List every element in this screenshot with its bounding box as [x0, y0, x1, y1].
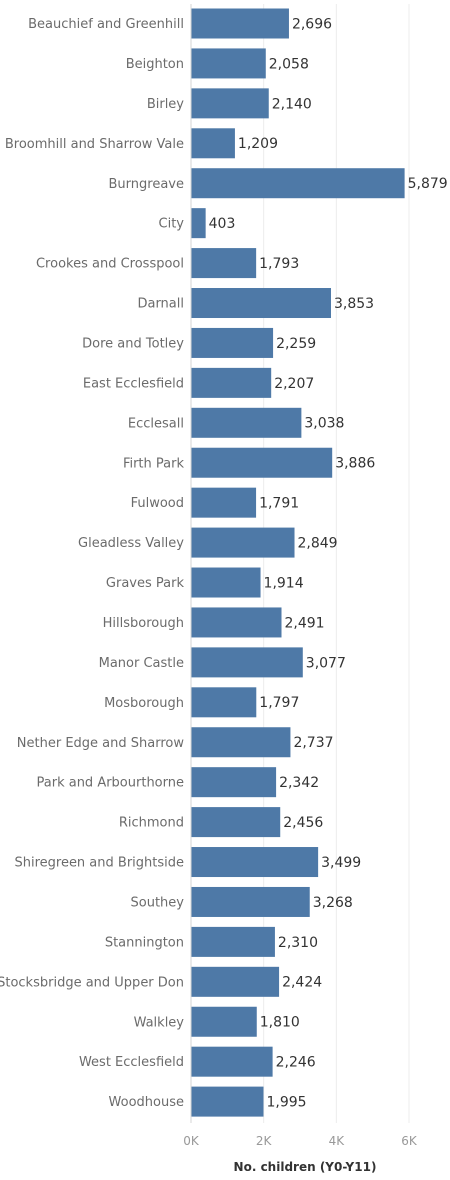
category-label: Birley [147, 97, 184, 112]
category-label: Mosborough [104, 696, 184, 711]
bar[interactable] [191, 687, 257, 718]
bar[interactable] [191, 527, 295, 558]
bar[interactable] [191, 886, 310, 917]
value-label: 1,810 [260, 1015, 300, 1031]
category-label: Darnall [137, 297, 184, 312]
bar[interactable] [191, 288, 331, 319]
category-label: Walkley [134, 1015, 185, 1030]
bar[interactable] [191, 48, 266, 79]
value-label: 3,077 [306, 655, 346, 671]
bar[interactable] [191, 327, 274, 358]
bar[interactable] [191, 367, 272, 398]
category-label: Park and Arbourthorne [37, 776, 185, 791]
bar[interactable] [191, 487, 257, 518]
category-label: Fulwood [131, 496, 184, 511]
category-label: Gleadless Valley [78, 536, 184, 551]
value-label: 2,696 [292, 16, 332, 32]
value-label: 2,342 [279, 775, 319, 791]
x-tick-label: 4K [329, 1134, 346, 1148]
category-labels: Beauchief and Greenhill Beighton Birley Bro… [0, 17, 184, 1110]
value-label: 5,879 [408, 176, 448, 192]
value-label: 2,737 [293, 735, 333, 751]
value-label: 1,209 [238, 136, 278, 152]
category-label: Richmond [119, 816, 184, 831]
value-label: 3,499 [321, 855, 361, 871]
bar[interactable] [191, 607, 282, 638]
category-label: Southey [131, 896, 185, 911]
category-label: Beauchief and Greenhill [28, 17, 184, 32]
bar[interactable] [191, 767, 277, 798]
bar[interactable] [191, 727, 291, 758]
category-label: Woodhouse [109, 1095, 184, 1110]
category-label: Manor Castle [99, 656, 184, 671]
x-tick-label: 2K [256, 1134, 273, 1148]
value-label: 2,058 [269, 56, 309, 72]
value-label: 403 [209, 216, 236, 232]
category-label: Dore and Totley [82, 336, 184, 351]
value-label: 2,246 [276, 1055, 316, 1071]
category-label: West Ecclesfield [79, 1055, 184, 1070]
category-label: Nether Edge and Sharrow [17, 736, 185, 751]
bar[interactable] [191, 1006, 257, 1037]
bar[interactable] [191, 128, 235, 159]
value-label: 2,310 [278, 935, 318, 951]
bar[interactable] [191, 88, 269, 119]
category-label: East Ecclesfield [83, 376, 184, 391]
bar[interactable] [191, 647, 303, 678]
category-label: Beighton [126, 57, 184, 72]
value-label: 3,853 [334, 296, 374, 312]
value-labels: 2,696 2,058 2,140 1,209 5,879 403 1,793 3,853 2,… [209, 16, 448, 1110]
category-label: Firth Park [123, 456, 185, 471]
category-label: Stannington [105, 935, 184, 950]
category-label: Broomhill and Sharrow Vale [5, 137, 184, 152]
bar[interactable] [191, 447, 333, 478]
value-label: 1,791 [259, 496, 299, 512]
value-label: 2,456 [283, 815, 323, 831]
bar[interactable] [191, 807, 281, 838]
bar[interactable] [191, 966, 280, 997]
value-label: 2,424 [282, 975, 322, 991]
bar[interactable] [191, 208, 206, 239]
category-label: Hillsborough [103, 616, 184, 631]
value-label: 1,797 [259, 695, 299, 711]
x-axis: 0K 2K 4K 6K [183, 4, 418, 1148]
bar[interactable] [191, 168, 405, 199]
bar[interactable] [191, 1086, 264, 1117]
category-label: Crookes and Crosspool [36, 257, 184, 272]
bar[interactable] [191, 248, 257, 279]
bar[interactable] [191, 567, 261, 598]
category-label: Ecclesall [128, 416, 184, 431]
x-tick-label: 6K [401, 1134, 418, 1148]
value-label: 2,491 [285, 615, 325, 631]
bar[interactable] [191, 847, 319, 878]
bar[interactable] [191, 926, 275, 957]
value-label: 3,038 [304, 416, 344, 432]
x-axis-title: No. children (Y0-Y11) [234, 1160, 377, 1174]
value-label: 1,793 [259, 256, 299, 272]
category-label: Shiregreen and Brightside [14, 856, 184, 871]
value-label: 2,140 [272, 96, 312, 112]
x-tick-label: 0K [183, 1134, 200, 1148]
category-label: Stocksbridge and Upper Don [0, 975, 184, 990]
bars [191, 8, 405, 1117]
value-label: 2,849 [298, 535, 338, 551]
bar[interactable] [191, 8, 289, 39]
value-label: 2,207 [274, 376, 314, 392]
value-label: 2,259 [276, 336, 316, 352]
category-label: Burngreave [109, 177, 184, 192]
bar[interactable] [191, 1046, 273, 1077]
value-label: 1,995 [266, 1095, 306, 1111]
bar[interactable] [191, 407, 302, 438]
category-label: Graves Park [106, 576, 185, 591]
value-label: 3,268 [313, 895, 353, 911]
value-label: 3,886 [335, 456, 375, 472]
category-label: City [159, 217, 185, 232]
value-label: 1,914 [264, 575, 304, 591]
